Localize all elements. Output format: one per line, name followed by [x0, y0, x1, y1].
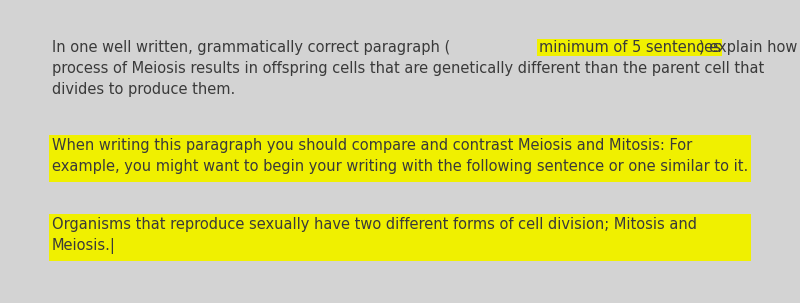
Text: minimum of 5 sentences: minimum of 5 sentences [538, 40, 721, 55]
Text: Organisms that reproduce sexually have two different forms of cell division; Mit: Organisms that reproduce sexually have t… [52, 217, 697, 232]
Text: example, you might want to begin your writing with the following sentence or one: example, you might want to begin your wr… [52, 159, 748, 174]
Text: divides to produce them.: divides to produce them. [52, 82, 235, 97]
FancyBboxPatch shape [49, 214, 751, 261]
Text: In one well written, grammatically correct paragraph (: In one well written, grammatically corre… [52, 40, 450, 55]
Text: When writing this paragraph you should compare and contrast Meiosis and Mitosis:: When writing this paragraph you should c… [52, 138, 692, 153]
FancyBboxPatch shape [49, 135, 751, 182]
Text: ) explain how the: ) explain how the [699, 40, 800, 55]
Text: Meiosis.|: Meiosis.| [52, 238, 116, 254]
Text: process of Meiosis results in offspring cells that are genetically different tha: process of Meiosis results in offspring … [52, 61, 764, 76]
